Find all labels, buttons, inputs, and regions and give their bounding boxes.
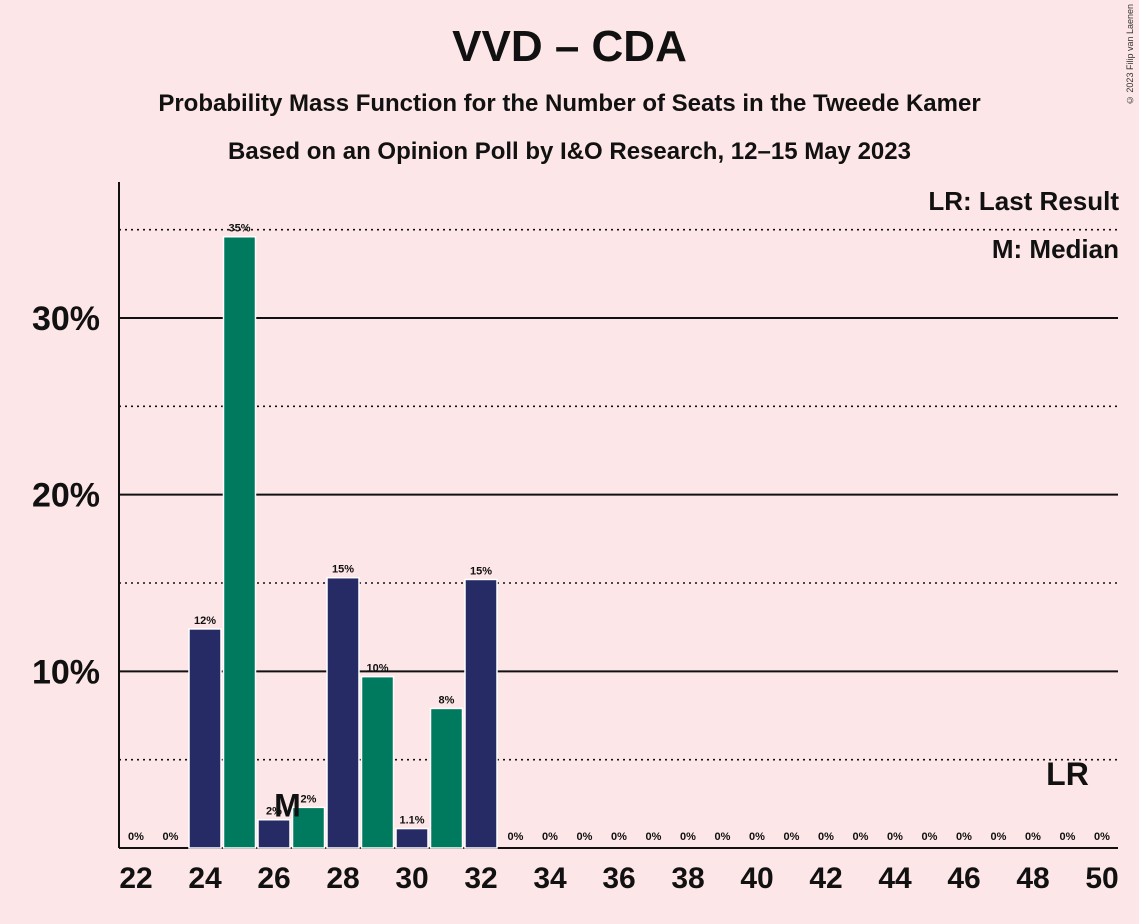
x-tick-label: 28 — [326, 862, 359, 895]
bar-seat-30 — [395, 827, 429, 849]
bar-seat-27 — [291, 806, 326, 849]
bar-value-label: 8% — [439, 694, 455, 706]
y-tick-label: 30% — [32, 300, 100, 338]
bar-value-label: 0% — [1094, 831, 1110, 843]
bar-value-label: 0% — [163, 831, 179, 843]
bar-value-label: 0% — [991, 831, 1007, 843]
bar-value-label: 10% — [366, 663, 388, 675]
x-tick-label: 44 — [878, 862, 912, 895]
bar-value-label: 0% — [611, 831, 627, 843]
bar-value-label: 0% — [542, 831, 558, 843]
x-tick-label: 32 — [464, 862, 497, 895]
bar-value-label: 0% — [646, 831, 662, 843]
x-tick-label: 24 — [188, 862, 222, 895]
legend-last-result: LR: Last Result — [928, 186, 1119, 216]
bar-value-label: 0% — [922, 831, 938, 843]
bar-value-label: 35% — [228, 223, 250, 235]
median-marker: M — [274, 787, 301, 823]
x-tick-label: 48 — [1016, 862, 1049, 895]
chart-source: Based on an Opinion Poll by I&O Research… — [228, 138, 911, 165]
bar-value-label: 1.1% — [399, 815, 424, 827]
bar-value-label: 0% — [956, 831, 972, 843]
bar-value-label: 15% — [470, 565, 492, 577]
bar-value-label: 0% — [128, 831, 144, 843]
x-tick-label: 30 — [395, 862, 428, 895]
x-tick-label: 22 — [119, 862, 152, 895]
x-tick-label: 46 — [947, 862, 980, 895]
bar-value-label: 0% — [508, 831, 524, 843]
chart-subtitle: Probability Mass Function for the Number… — [158, 90, 981, 117]
bar-seat-24 — [188, 628, 222, 849]
x-tick-label: 34 — [533, 862, 567, 895]
bar-seat-25 — [222, 235, 257, 849]
bar-value-label: 0% — [1060, 831, 1076, 843]
x-tick-label: 50 — [1085, 862, 1118, 895]
bar-value-label: 2% — [301, 793, 317, 805]
bar-value-label: 0% — [887, 831, 903, 843]
x-tick-label: 40 — [740, 862, 773, 895]
bar-seat-31 — [429, 707, 464, 849]
bar-value-label: 0% — [680, 831, 696, 843]
bar-seat-26 — [257, 818, 291, 849]
bar-value-label: 0% — [853, 831, 869, 843]
x-tick-label: 38 — [671, 862, 704, 895]
bar-seat-29 — [360, 675, 395, 849]
bar-value-label: 0% — [784, 831, 800, 843]
bar-value-label: 0% — [818, 831, 834, 843]
last-result-marker: LR — [1046, 756, 1089, 792]
bar-value-label: 15% — [332, 564, 354, 576]
bar-seat-32 — [464, 578, 498, 849]
x-tick-label: 36 — [602, 862, 635, 895]
bar-seat-28 — [326, 576, 360, 849]
y-tick-label: 10% — [32, 653, 100, 691]
x-tick-label: 42 — [809, 862, 842, 895]
y-tick-label: 20% — [32, 477, 100, 515]
legend-median: M: Median — [991, 234, 1119, 264]
bar-value-label: 12% — [194, 615, 216, 627]
bar-value-label: 0% — [715, 831, 731, 843]
bar-value-label: 2% — [266, 806, 282, 818]
bar-value-label: 0% — [577, 831, 593, 843]
chart-title: VVD – CDA — [452, 22, 687, 71]
x-tick-label: 26 — [257, 862, 290, 895]
bar-value-label: 0% — [749, 831, 765, 843]
bar-value-label: 0% — [1025, 831, 1041, 843]
